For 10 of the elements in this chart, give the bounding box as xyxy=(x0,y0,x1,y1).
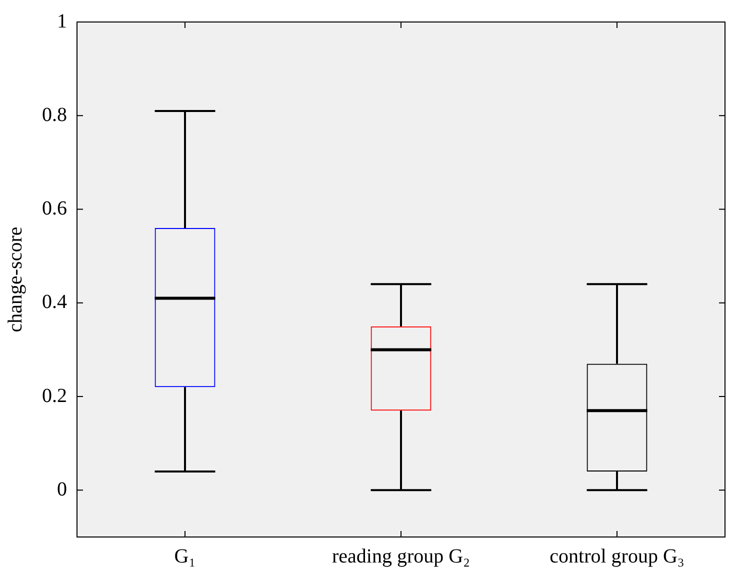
y-axis-title: change-score xyxy=(4,226,26,332)
x-tick-label: G₁ xyxy=(174,545,196,568)
y-tick-label: 0 xyxy=(57,478,67,500)
y-tick-label: 0.4 xyxy=(42,291,67,314)
y-tick-label: 0.8 xyxy=(42,104,67,126)
x-tick-label: control group G₃ xyxy=(550,545,684,568)
y-tick-label: 1 xyxy=(57,10,67,32)
y-tick-label: 0.2 xyxy=(42,384,67,407)
y-tick-label: 0.6 xyxy=(42,198,67,220)
x-tick-label: reading group G₂ xyxy=(332,545,470,568)
